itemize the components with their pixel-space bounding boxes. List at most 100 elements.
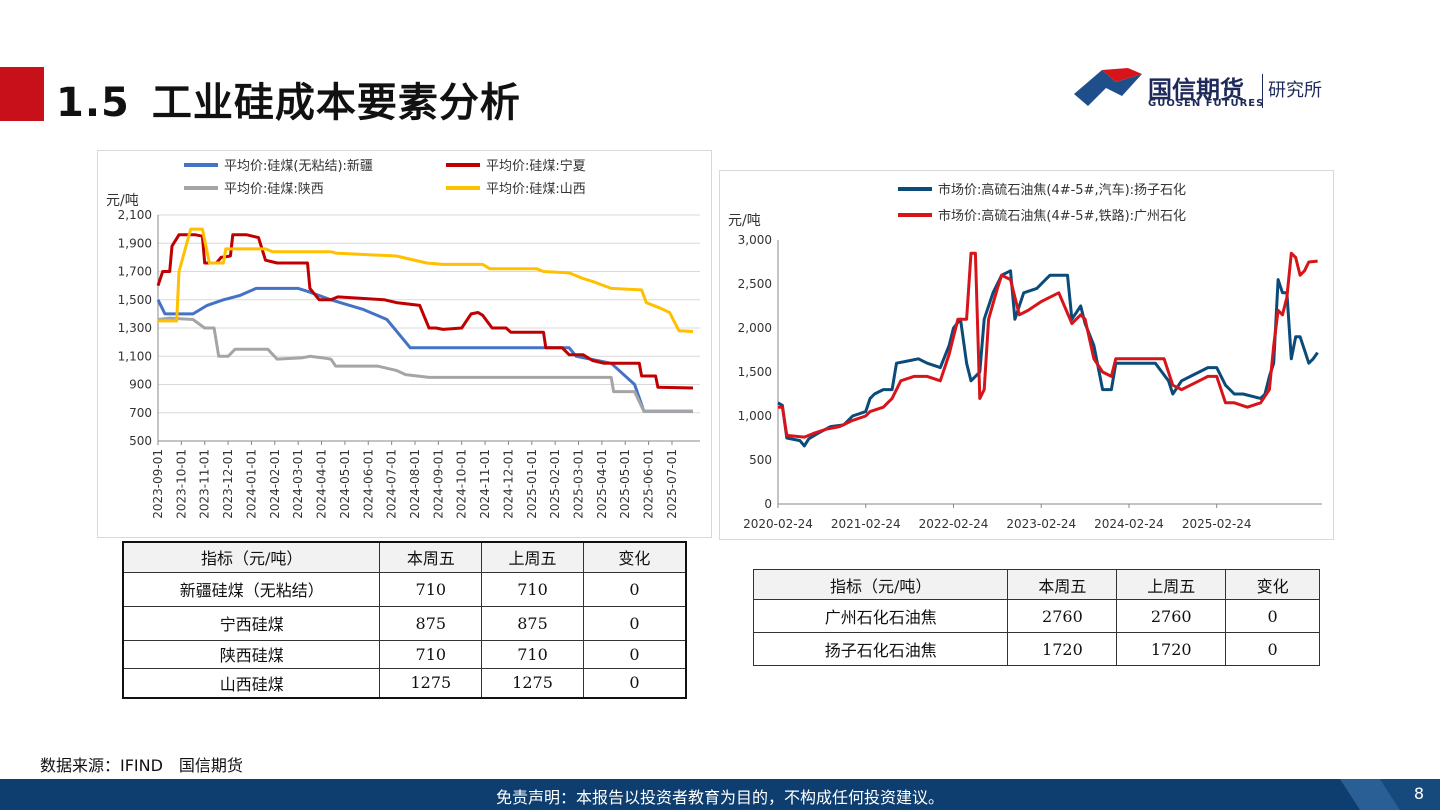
table-cell: 710 <box>481 639 584 669</box>
x-tick-label: 2025-05-01 <box>618 449 632 519</box>
table-cell: 新疆硅煤（无粘结） <box>122 571 381 607</box>
title-text: 工业硅成本要素分析 <box>151 80 521 126</box>
y-tick-label: 1,500 <box>738 365 772 379</box>
chart-2-svg: 0 500 1,000 1,500 2,000 2,500 3,000 元/吨 2020-02-… <box>728 182 1322 531</box>
x-tick-label: 2023-02-24 <box>1006 517 1076 531</box>
x-tick-label: 2024-05-01 <box>338 449 352 519</box>
table-header-cell: 变化 <box>582 541 687 573</box>
x-tick-label: 2024-10-01 <box>455 449 469 519</box>
x-tick-label: 2024-01-01 <box>244 449 258 519</box>
table-cell: 广州石化石油焦 <box>752 599 1009 633</box>
table-row: 扬子石化石油焦 1720 1720 0 <box>752 632 1320 666</box>
table-row: 陕西硅煤 710 710 0 <box>122 639 687 669</box>
y-tick-label: 1,100 <box>118 349 152 363</box>
table-cell: 宁西硅煤 <box>122 605 381 641</box>
table-row: 宁西硅煤 875 875 0 <box>122 605 687 641</box>
logo-mark-icon <box>1074 68 1142 106</box>
x-tick-label: 2024-09-01 <box>431 449 445 519</box>
table-header-cell: 指标（元/吨） <box>752 569 1009 600</box>
x-tick-label: 2023-12-01 <box>221 449 235 519</box>
page-title: 1.5 工业硅成本要素分析 <box>56 70 521 128</box>
series-line <box>157 316 693 413</box>
title-accent-bar <box>0 67 44 121</box>
x-tick-label: 2024-03-01 <box>291 449 305 519</box>
table-cell: 710 <box>379 639 483 669</box>
y-tick-label: 500 <box>749 453 772 467</box>
y-tick-label: 2,500 <box>738 277 772 291</box>
y-tick-label: 1,500 <box>118 293 152 307</box>
petroleum-coke-price-chart: 0 500 1,000 1,500 2,000 2,500 3,000 元/吨 2020-02-… <box>719 170 1334 540</box>
x-tick-label: 2024-04-01 <box>315 449 329 519</box>
table-cell: 0 <box>1225 632 1320 666</box>
legend-label: 平均价:硅煤:山西 <box>486 182 586 197</box>
legend-label: 平均价:硅煤(无粘结):新疆 <box>224 158 373 174</box>
table-header-cell: 本周五 <box>1007 569 1118 600</box>
x-tick-label: 2023-10-01 <box>174 449 188 519</box>
disclaimer-text: 免责声明：本报告以投资者教育为目的，不构成任何投资建议。 <box>495 788 944 807</box>
x-tick-label: 2025-02-01 <box>548 449 562 519</box>
logo-separator <box>1262 74 1263 108</box>
y-tick-label: 2,000 <box>738 321 772 335</box>
y-tick-label: 700 <box>129 406 152 420</box>
y-tick-label: 1,300 <box>118 321 152 335</box>
y-tick-label: 0 <box>764 497 772 511</box>
x-tick-label: 2025-07-01 <box>665 449 679 519</box>
table-cell: 扬子石化石油焦 <box>752 632 1009 666</box>
table-header-row: 指标（元/吨） 本周五 上周五 变化 <box>122 541 687 573</box>
table-cell: 0 <box>582 605 687 641</box>
series-line <box>778 251 1318 439</box>
x-tick-label: 2024-02-01 <box>268 449 282 519</box>
table-cell: 山西硅煤 <box>122 667 381 699</box>
x-tick-label: 2025-02-24 <box>1182 517 1252 531</box>
data-source-note: 数据来源：IFIND 国信期货 <box>40 756 243 775</box>
x-tick-label: 2024-08-01 <box>408 449 422 519</box>
logo-en: GUOSEN FUTURES <box>1148 98 1265 109</box>
x-tick-label: 2023-09-01 <box>151 449 165 519</box>
legend-label: 市场价:高硫石油焦(4#-5#,铁路):广州石化 <box>938 208 1186 224</box>
y-tick-label: 900 <box>129 378 152 392</box>
table-cell: 710 <box>481 571 584 607</box>
table-header-cell: 上周五 <box>1116 569 1227 600</box>
table-header-row: 指标（元/吨） 本周五 上周五 变化 <box>752 569 1320 600</box>
y-tick-label: 3,000 <box>738 233 772 247</box>
table-header-cell: 指标（元/吨） <box>122 541 381 573</box>
x-tick-label: 2025-01-01 <box>525 449 539 519</box>
x-tick-label: 2024-02-24 <box>1094 517 1164 531</box>
page-number: 8 <box>1413 784 1424 803</box>
logo-cn: 国信期货 <box>1148 76 1244 104</box>
section-number: 1.5 <box>56 80 130 126</box>
y-tick-label: 500 <box>129 434 152 448</box>
chart-1-svg: 500 700 900 1,100 1,300 1,500 1,700 1,900 2,100元… <box>106 158 700 519</box>
table-cell: 1275 <box>379 667 483 699</box>
table-cell: 陕西硅煤 <box>122 639 381 669</box>
y-tick-label: 1,000 <box>738 409 772 423</box>
table-cell: 875 <box>379 605 483 641</box>
y-axis-unit: 元/吨 <box>728 213 761 229</box>
x-tick-label: 2025-03-01 <box>572 449 586 519</box>
x-tick-label: 2023-11-01 <box>198 449 212 519</box>
x-tick-label: 2024-07-01 <box>385 449 399 519</box>
table-cell: 0 <box>582 667 687 699</box>
legend-label: 平均价:硅煤:宁夏 <box>486 158 586 174</box>
x-tick-label: 2021-02-24 <box>831 517 901 531</box>
table-row: 新疆硅煤（无粘结） 710 710 0 <box>122 571 687 607</box>
x-tick-label: 2024-11-01 <box>478 449 492 519</box>
logo-dept: 研究所 <box>1268 80 1322 101</box>
x-tick-label: 2025-04-01 <box>595 449 609 519</box>
table-cell: 0 <box>582 571 687 607</box>
footer-stripe-icon <box>1340 779 1440 810</box>
table-cell: 2760 <box>1007 599 1118 633</box>
table-row: 广州石化石油焦 2760 2760 0 <box>752 599 1320 633</box>
silicon-coal-table: 指标（元/吨） 本周五 上周五 变化 新疆硅煤（无粘结） 710 710 0 宁… <box>122 541 687 699</box>
y-axis-unit: 元/吨 <box>106 193 139 209</box>
table-header-cell: 上周五 <box>481 541 584 573</box>
table-cell: 1720 <box>1007 632 1118 666</box>
table-header-cell: 变化 <box>1225 569 1320 600</box>
y-tick-label: 1,700 <box>118 265 152 279</box>
table-row: 山西硅煤 1275 1275 0 <box>122 667 687 699</box>
x-tick-label: 2024-06-01 <box>361 449 375 519</box>
table-cell: 1720 <box>1116 632 1227 666</box>
x-tick-label: 2022-02-24 <box>919 517 989 531</box>
table-cell: 2760 <box>1116 599 1227 633</box>
table-cell: 875 <box>481 605 584 641</box>
